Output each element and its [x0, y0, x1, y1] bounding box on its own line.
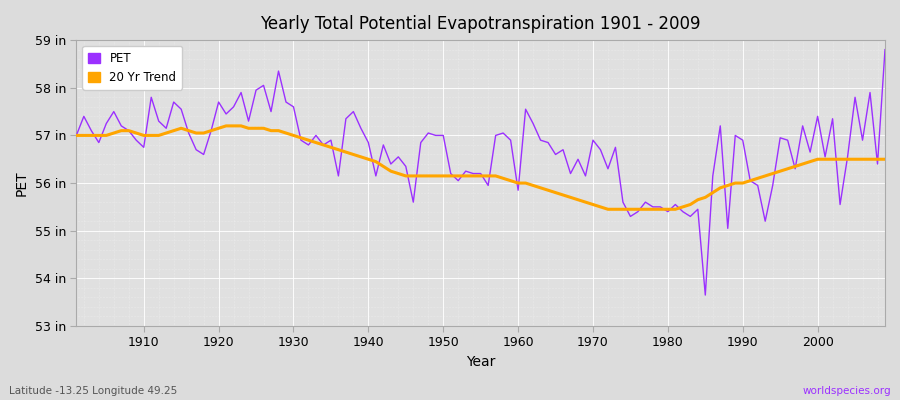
20 Yr Trend [879, 157, 890, 162]
PET [700, 293, 711, 298]
PET [505, 138, 516, 142]
Text: Latitude -13.25 Longitude 49.25: Latitude -13.25 Longitude 49.25 [9, 386, 177, 396]
Line: PET: PET [76, 50, 885, 295]
PET [71, 133, 82, 138]
Legend: PET, 20 Yr Trend: PET, 20 Yr Trend [82, 46, 183, 90]
Text: worldspecies.org: worldspecies.org [803, 386, 891, 396]
Line: 20 Yr Trend: 20 Yr Trend [76, 126, 885, 209]
20 Yr Trend [71, 133, 82, 138]
PET [340, 116, 351, 121]
20 Yr Trend [348, 152, 359, 157]
Title: Yearly Total Potential Evapotranspiration 1901 - 2009: Yearly Total Potential Evapotranspiratio… [260, 15, 701, 33]
20 Yr Trend [617, 207, 628, 212]
20 Yr Trend [220, 124, 231, 128]
20 Yr Trend [130, 131, 141, 136]
20 Yr Trend [513, 181, 524, 186]
20 Yr Trend [303, 138, 314, 142]
Y-axis label: PET: PET [15, 170, 29, 196]
X-axis label: Year: Year [466, 355, 495, 369]
20 Yr Trend [603, 207, 614, 212]
PET [879, 47, 890, 52]
20 Yr Trend [520, 181, 531, 186]
PET [295, 138, 306, 142]
PET [603, 166, 614, 171]
PET [513, 188, 524, 193]
PET [130, 138, 141, 142]
